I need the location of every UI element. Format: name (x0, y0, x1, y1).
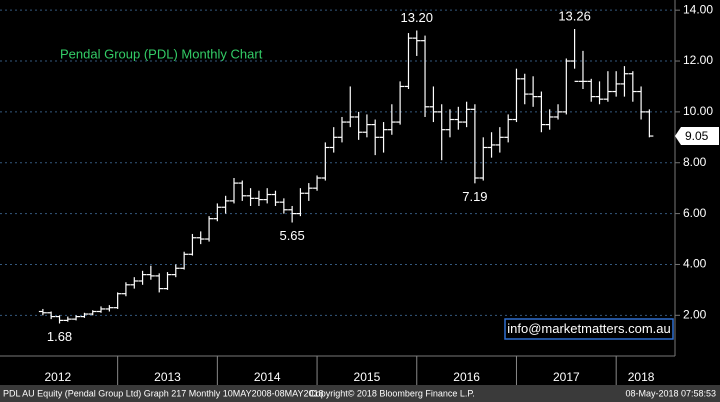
y-tick-label: 10.00 (683, 104, 713, 118)
annotation: 5.65 (279, 228, 304, 243)
last-price-label: 9.05 (685, 129, 709, 143)
last-price-box (675, 127, 719, 146)
footer-bar (0, 385, 720, 402)
x-tick-label: 2013 (154, 370, 181, 384)
x-tick-label: 2016 (453, 370, 480, 384)
watermark-box (504, 318, 674, 340)
annotation: 7.19 (462, 189, 487, 204)
x-tick-label: 2015 (354, 370, 381, 384)
y-tick-label: 4.00 (683, 257, 707, 271)
y-tick-label: 6.00 (683, 206, 707, 220)
footer-center: Copyright© 2018 Bloomberg Finance L.P. (309, 388, 475, 398)
y-tick-label: 12.00 (683, 53, 713, 67)
footer-right: 08-May-2018 07:58:53 (625, 388, 716, 398)
y-tick-label: 8.00 (683, 155, 707, 169)
annotation: 13.26 (558, 8, 591, 23)
x-tick-label: 2014 (254, 370, 281, 384)
y-tick-label: 2.00 (683, 307, 707, 321)
x-tick-label: 2017 (553, 370, 580, 384)
annotation: 1.68 (47, 329, 72, 344)
x-tick-label: 2018 (628, 370, 655, 384)
watermark: info@marketmatters.com.au (507, 321, 670, 336)
footer-left: PDL AU Equity (Pendal Group Ltd) Graph 2… (3, 388, 324, 398)
x-axis-band (0, 356, 675, 385)
annotation: 13.20 (400, 10, 433, 25)
y-tick-label: 14.00 (683, 2, 713, 16)
x-tick-label: 2012 (44, 370, 71, 384)
chart-title: Pendal Group (PDL) Monthly Chart (60, 46, 263, 61)
